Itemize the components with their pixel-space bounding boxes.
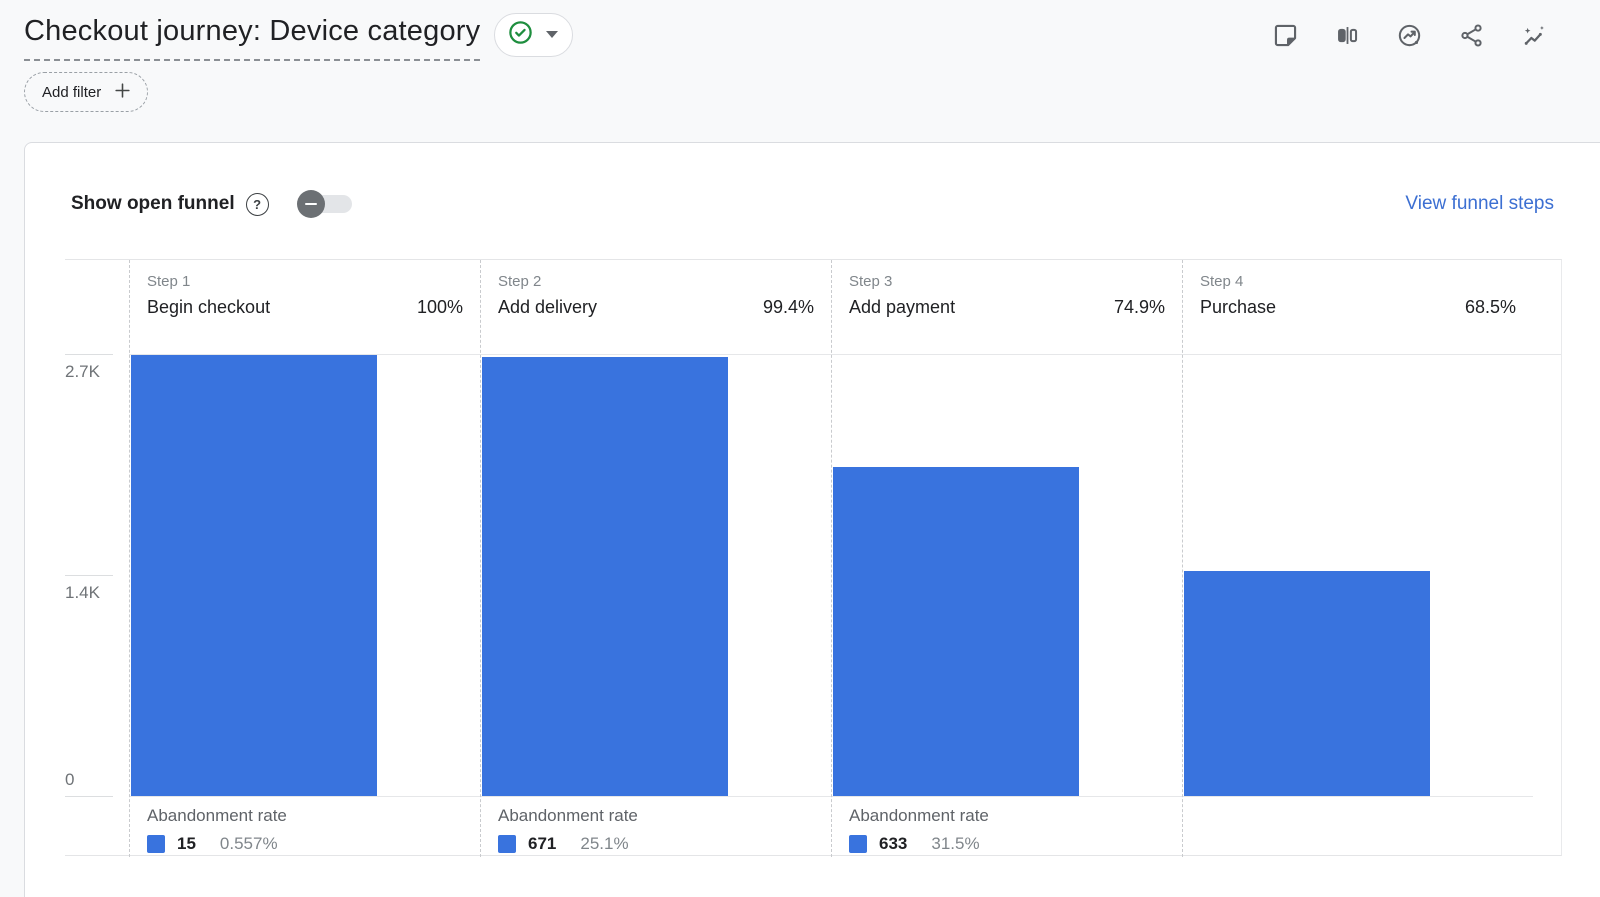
- view-funnel-steps-link[interactable]: View funnel steps: [1405, 193, 1554, 214]
- step-number-label: Step 4: [1200, 273, 1244, 290]
- step-header: Step 3 Add payment 74.9%: [832, 260, 1182, 318]
- abandonment-count: 671: [528, 834, 557, 853]
- funnel-step-column: Step 4 Purchase 68.5%: [1182, 260, 1533, 857]
- y-axis-tick-label: 1.4K: [65, 583, 100, 602]
- toggle-thumb: [296, 190, 325, 218]
- abandonment-rate-value: 25.1%: [580, 834, 629, 853]
- legend-swatch: [498, 835, 516, 853]
- funnel-bar[interactable]: [482, 357, 728, 796]
- step-number-label: Step 3: [849, 273, 893, 290]
- title-row: Checkout journey: Device category: [24, 12, 574, 61]
- gridline-max: [129, 354, 1561, 355]
- step-plot-area: [832, 354, 1183, 796]
- y-axis-tick-label: 2.7K: [65, 362, 100, 381]
- step-completion-rate: 99.4%: [762, 297, 814, 317]
- step-name: Purchase: [1200, 297, 1277, 317]
- abandonment-rate-label: Abandonment rate: [849, 806, 989, 825]
- step-header: Step 1 Begin checkout 100%: [130, 260, 480, 318]
- plus-icon: [113, 81, 132, 104]
- legend-swatch: [147, 835, 165, 853]
- funnel-step-column: Step 1 Begin checkout 100% Abandonment r…: [129, 260, 480, 857]
- step-plot-area: [130, 354, 481, 796]
- step-completion-rate: 68.5%: [1464, 297, 1516, 317]
- page-title: Checkout journey: Device category: [24, 15, 481, 47]
- step-name: Begin checkout: [147, 297, 271, 317]
- step-name: Add payment: [849, 297, 956, 317]
- step-number-label: Step 1: [147, 273, 191, 290]
- funnel-bar[interactable]: [833, 467, 1079, 796]
- check-circle-icon: [507, 19, 534, 51]
- funnel-chart: 2.7K 1.4K 0 Step 1 Begin checkout 100% Aba…: [65, 259, 1562, 857]
- step-plot-area: [1183, 354, 1534, 796]
- step-name: Add delivery: [498, 297, 598, 317]
- controls-row: Show open funnel ? View funnel steps: [71, 189, 1554, 219]
- abandonment-rate-label: Abandonment rate: [498, 806, 638, 825]
- step-header: Step 4 Purchase 68.5%: [1183, 260, 1533, 318]
- abandonment-rate-value: 31.5%: [931, 834, 980, 853]
- title-underline[interactable]: Checkout journey: Device category: [24, 14, 481, 61]
- help-icon[interactable]: ?: [245, 192, 269, 216]
- abandonment-rate-label: Abandonment rate: [147, 806, 287, 825]
- show-open-funnel-toggle[interactable]: [296, 190, 352, 218]
- abandonment-section: Abandonment rate 671 25.1%: [481, 797, 832, 854]
- snapshot-trend-icon[interactable]: [1394, 20, 1424, 50]
- step-completion-rate: 74.9%: [1113, 297, 1165, 317]
- step-completion-rate: 100%: [416, 297, 463, 317]
- y-axis-tick: 2.7K: [65, 354, 113, 382]
- y-axis-tick: 1.4K: [65, 575, 113, 603]
- toolbar: [1270, 20, 1548, 50]
- abandonment-count: 15: [177, 834, 196, 853]
- step-plot-area: [481, 354, 832, 796]
- add-filter-button[interactable]: Add filter: [24, 72, 149, 112]
- insights-icon[interactable]: [1518, 20, 1548, 50]
- add-filter-label: Add filter: [42, 83, 102, 101]
- minus-icon: [304, 202, 317, 206]
- y-axis-tick: 0: [65, 770, 113, 797]
- abandonment-rate-value: 0.557%: [219, 834, 278, 853]
- funnel-bar[interactable]: [1184, 571, 1430, 796]
- share-icon[interactable]: [1456, 20, 1486, 50]
- funnel-card: Show open funnel ? View funnel steps 2.7…: [24, 142, 1600, 897]
- saved-status-pill[interactable]: [494, 12, 574, 57]
- funnel-bar[interactable]: [131, 355, 377, 796]
- chevron-down-icon: [546, 31, 559, 38]
- comparison-icon[interactable]: [1332, 20, 1362, 50]
- legend-swatch: [849, 835, 867, 853]
- abandonment-section: Abandonment rate 633 31.5%: [832, 797, 1183, 854]
- abandonment-section: Abandonment rate 15 0.557%: [130, 797, 481, 854]
- sticky-note-icon[interactable]: [1270, 20, 1300, 50]
- y-axis-tick-label: 0: [65, 770, 75, 789]
- page-header: Checkout journey: Device category Add fi…: [0, 0, 1600, 142]
- funnel-step-column: Step 2 Add delivery 99.4% Abandonment ra…: [480, 260, 831, 857]
- funnel-step-column: Step 3 Add payment 74.9% Abandonment rat…: [831, 260, 1182, 857]
- step-header: Step 2 Add delivery 99.4%: [481, 260, 831, 318]
- step-number-label: Step 2: [498, 273, 542, 290]
- show-open-funnel-label: Show open funnel: [71, 193, 235, 214]
- abandonment-count: 633: [879, 834, 908, 853]
